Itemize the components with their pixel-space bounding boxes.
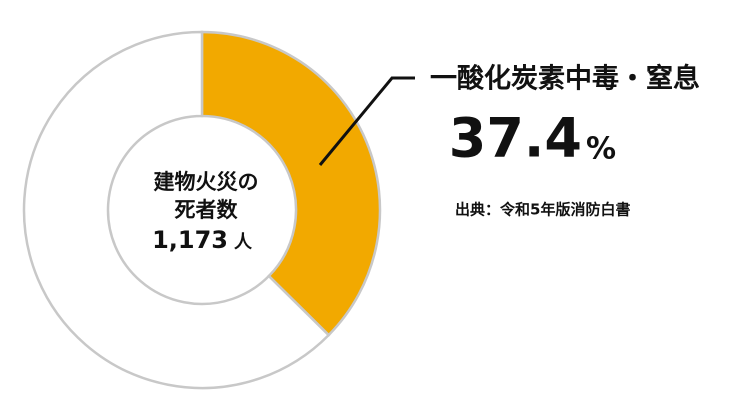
value-label: 37.4 xyxy=(449,107,582,170)
value-unit: % xyxy=(586,132,616,167)
source: 出典：令和5年版消防白書 xyxy=(455,201,630,219)
category-label: 一酸化炭素中毒・窒息 xyxy=(430,63,700,95)
center-label: 建物火災の xyxy=(154,170,259,194)
center-label: 死者数 xyxy=(175,198,239,222)
donut-segment xyxy=(22,30,331,390)
leader-line xyxy=(318,76,415,166)
donut-segment xyxy=(200,30,382,337)
total-unit: 人 xyxy=(234,232,253,253)
total-label: 1,173 xyxy=(152,226,228,254)
